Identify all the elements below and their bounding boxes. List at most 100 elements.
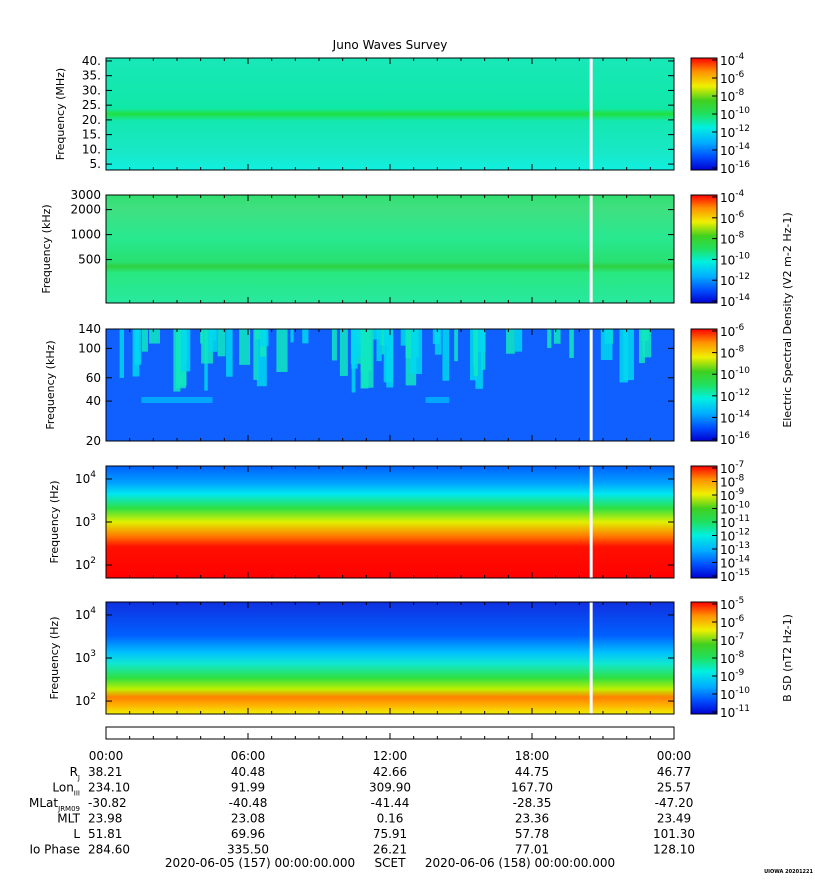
emission-streak (351, 329, 356, 393)
emission-streak (454, 329, 458, 362)
ephemeris-label: MLT (57, 812, 80, 826)
y-tick-label: 30. (82, 83, 101, 97)
emission-streak (201, 329, 213, 364)
emission-streak (200, 329, 204, 344)
emission-streak (381, 329, 386, 355)
colorbar-tick-label: 10-12 (720, 528, 750, 544)
colorbar-tick-label: 10-6 (720, 614, 745, 630)
y-tick-label: 40. (82, 54, 101, 68)
y-tick-label: 2000 (70, 203, 101, 217)
ephemeris-value: -40.48 (229, 796, 268, 810)
colorbar-tick-label: 10-11 (720, 514, 750, 530)
y-tick-label: 20 (86, 434, 101, 448)
emission-band (141, 397, 213, 403)
spectrogram-fill (106, 58, 674, 170)
data-gap (589, 58, 593, 170)
ephemeris-label: LonIII (52, 781, 80, 798)
ephemeris-value: -47.20 (655, 796, 694, 810)
emission-streak (360, 329, 369, 389)
colorbar (690, 194, 718, 304)
ephemeris-value: 44.75 (515, 765, 549, 779)
ephemeris-label: RJ (70, 765, 80, 782)
spectrogram-panel-1: 40.35.30.25.20.15.10.5. Frequency (MHz) 10… (54, 52, 750, 176)
y-tick-label: 3000 (70, 188, 101, 202)
emission-streak (638, 329, 645, 364)
ephemeris-value: 40.48 (231, 765, 265, 779)
colorbar-label: B SD (nT2 Hz-1) (781, 614, 794, 702)
emission-streak (553, 329, 561, 344)
credit: UIOWA 20201221 (764, 869, 813, 875)
emission-streak (226, 329, 233, 377)
emission-streak (208, 329, 218, 352)
ephemeris-label: Io Phase (29, 843, 80, 857)
ephemeris-value: 128.10 (653, 843, 695, 857)
chart-title: Juno Waves Survey (332, 38, 448, 52)
scet-start: 2020-06-05 (157) 00:00:00.000 (165, 856, 355, 870)
x-tick-label: 18:00 (515, 749, 550, 763)
ephemeris-value: 309.90 (369, 781, 411, 795)
spectrogram-panel-5: 104 103 102 Frequency (Hz) 10-5 10-6 10-7 10-8 1… (48, 596, 794, 720)
y-tick-label: 35. (82, 69, 101, 83)
colorbar-tick-label: 10-12 (720, 124, 750, 140)
ephemeris-value: 38.21 (88, 765, 122, 779)
colorbar-tick-label: 10-14 (720, 409, 750, 425)
emission-streak (331, 329, 337, 361)
y-axis-label: Frequency (kHz) (44, 340, 57, 429)
y-tick-label: 1000 (70, 228, 101, 242)
emission-streak (376, 329, 382, 362)
colorbar-tick-label: 10-8 (720, 474, 745, 490)
y-tick-label: 104 (75, 606, 96, 622)
colorbar-tick-label: 10-8 (720, 231, 745, 247)
emission-streak (600, 329, 613, 361)
colorbar-tick-label: 10-15 (720, 568, 750, 584)
ephemeris-value: 101.30 (653, 827, 695, 841)
ephemeris-value: -41.44 (371, 796, 410, 810)
ephemeris-value: 57.78 (515, 827, 549, 841)
colorbar-tick-label: 10-14 (720, 142, 750, 158)
colorbar-tick-label: 10-4 (720, 52, 745, 68)
ephemeris-value: 234.10 (88, 781, 130, 795)
x-tick-label: 00:00 (657, 749, 692, 763)
data-gap (589, 466, 593, 578)
ephemeris-value: 335.50 (227, 843, 269, 857)
ephemeris-value: 26.21 (373, 843, 407, 857)
colorbar-tick-label: 10-7 (720, 632, 744, 648)
colorbar-tick-label: 10-8 (720, 88, 745, 104)
emission-streak (405, 329, 412, 358)
ephemeris-value: 42.66 (373, 765, 407, 779)
y-tick-label: 103 (75, 649, 96, 665)
y-tick-label: 100 (78, 341, 101, 355)
colorbar-tick-label: 10-12 (720, 272, 750, 288)
colorbar-tick-label: 10-9 (720, 487, 745, 503)
y-axis-label: Frequency (Hz) (48, 481, 61, 564)
y-tick-label: 25. (82, 98, 101, 112)
emission-streak (506, 329, 515, 354)
emission-streak (623, 329, 634, 381)
emission-streak (514, 329, 523, 352)
colorbar (690, 601, 718, 715)
colorbar-tick-label: 10-8 (720, 650, 745, 666)
x-tick-label: 06:00 (231, 749, 266, 763)
colorbar-tick-label: 10-9 (720, 668, 745, 684)
data-gap (589, 602, 593, 714)
colorbar-tick-label: 10-6 (720, 323, 745, 339)
spectrogram-fill (106, 195, 674, 303)
colorbar-tick-label: 10-14 (720, 293, 750, 309)
emission-streak (302, 329, 309, 344)
y-axis-label: Frequency (kHz) (40, 204, 53, 293)
y-tick-label: 5. (90, 157, 101, 171)
ephemeris-value: 23.98 (88, 812, 122, 826)
ephemeris-value: 51.81 (88, 827, 122, 841)
emission-streak (473, 329, 479, 377)
emission-streak (290, 329, 294, 343)
colorbar-tick-label: 10-7 (720, 460, 744, 476)
y-axis-label: Frequency (MHz) (54, 68, 67, 160)
emission-streak (217, 329, 226, 357)
y-axis-label: Frequency (Hz) (48, 617, 61, 700)
emission-streak (410, 329, 423, 374)
colorbar-tick-label: 10-16 (720, 431, 750, 447)
ephemeris-value: 23.36 (515, 812, 549, 826)
emission-streak (339, 329, 348, 376)
ephemeris-value: 69.96 (231, 827, 265, 841)
